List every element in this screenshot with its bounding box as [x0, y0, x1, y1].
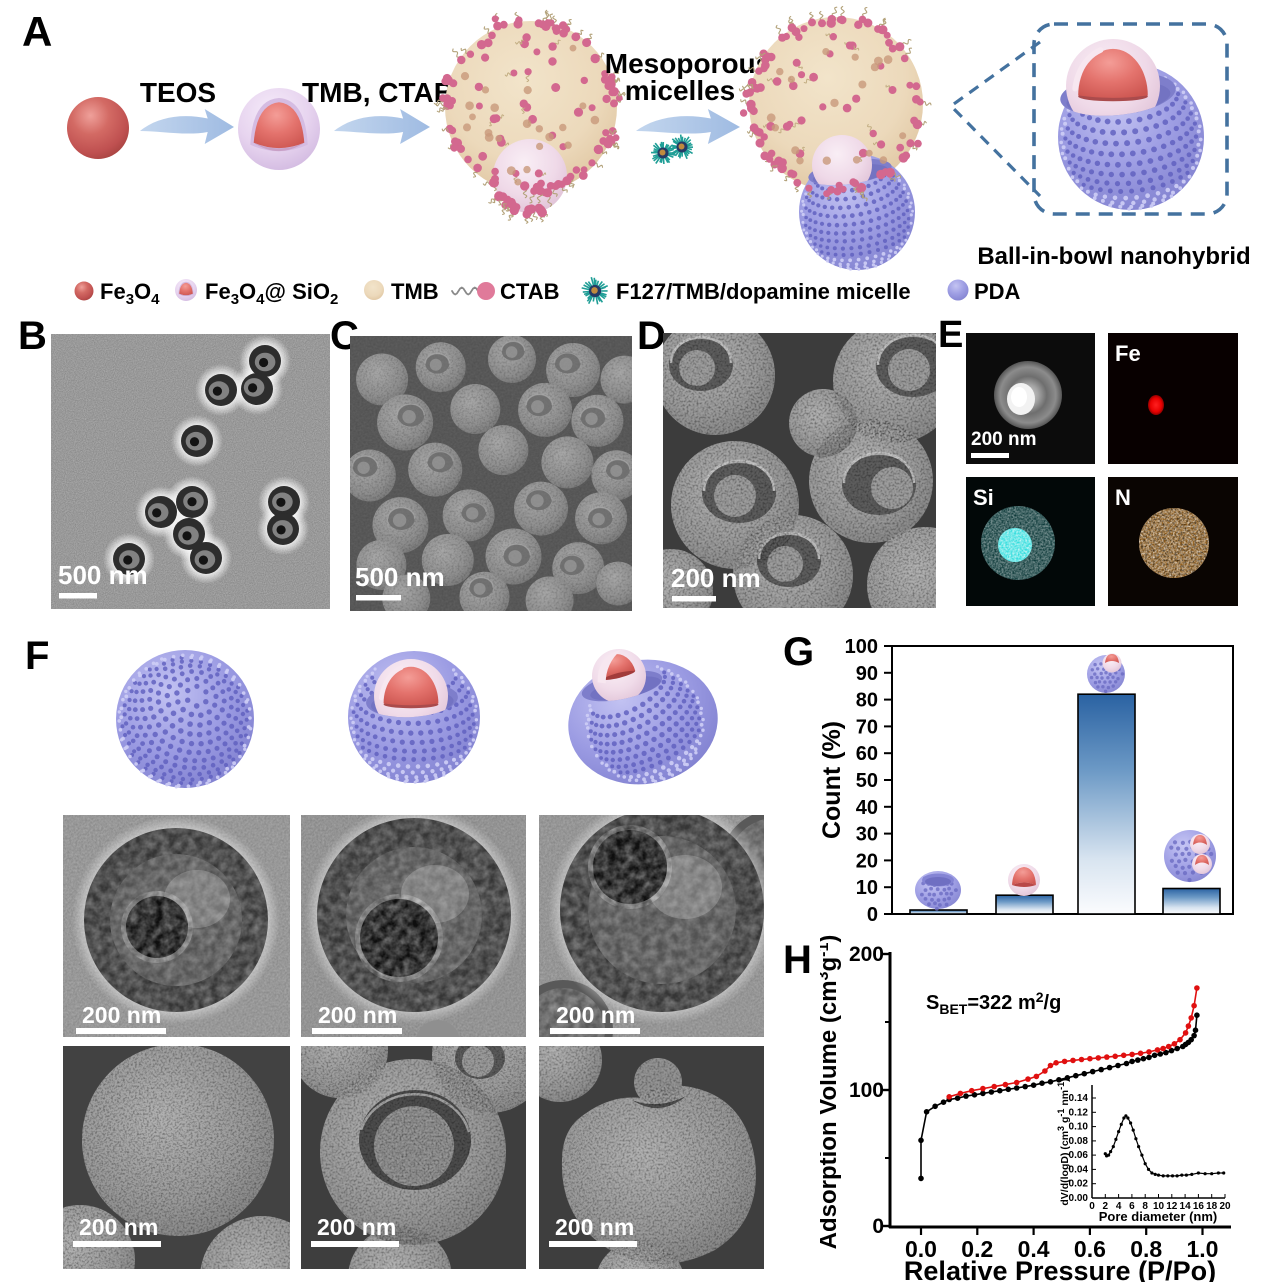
svg-text:0: 0 — [1089, 1201, 1095, 1212]
svg-text:0.14: 0.14 — [1069, 1093, 1089, 1104]
svg-text:90: 90 — [856, 663, 878, 685]
svg-text:TMB, CTAB: TMB, CTAB — [302, 77, 454, 108]
svg-text:10: 10 — [856, 877, 878, 899]
svg-text:Si: Si — [973, 485, 994, 510]
svg-text:Fe3O4: Fe3O4 — [100, 279, 160, 308]
svg-text:1.0: 1.0 — [1187, 1236, 1219, 1262]
svg-text:dV/d(logD) (cm3 g-1 nm-1): dV/d(logD) (cm3 g-1 nm-1) — [1056, 1078, 1071, 1205]
svg-text:Pore diameter (nm): Pore diameter (nm) — [1099, 1209, 1217, 1224]
svg-text:0.10: 0.10 — [1069, 1122, 1089, 1133]
svg-text:0.02: 0.02 — [1069, 1179, 1089, 1190]
svg-text:100: 100 — [849, 1079, 884, 1102]
svg-text:18: 18 — [1206, 1201, 1218, 1212]
svg-text:200 nm: 200 nm — [318, 1002, 397, 1028]
svg-text:0.00: 0.00 — [1069, 1193, 1089, 1204]
svg-text:40: 40 — [856, 797, 878, 819]
svg-text:F127/TMB/dopamine micelle: F127/TMB/dopamine micelle — [616, 279, 911, 304]
svg-text:80: 80 — [856, 690, 878, 712]
svg-text:20: 20 — [1219, 1201, 1231, 1212]
svg-text:0.04: 0.04 — [1069, 1164, 1089, 1175]
svg-text:2: 2 — [1103, 1201, 1109, 1212]
svg-text:Mesoporous: Mesoporous — [605, 48, 771, 79]
svg-text:Ball-in-bowl nanohybrid: Ball-in-bowl nanohybrid — [977, 243, 1250, 270]
svg-text:200 nm: 200 nm — [317, 1214, 396, 1240]
svg-text:200 nm: 200 nm — [971, 429, 1036, 450]
svg-text:0.06: 0.06 — [1069, 1150, 1089, 1161]
svg-text:30: 30 — [856, 824, 878, 846]
svg-text:200: 200 — [849, 943, 884, 966]
svg-text:0: 0 — [872, 1215, 884, 1238]
svg-text:200 nm: 200 nm — [556, 1002, 635, 1028]
svg-text:0.4: 0.4 — [1018, 1236, 1050, 1262]
svg-text:0.6: 0.6 — [1074, 1236, 1106, 1262]
svg-text:Relative Pressure (P/Po): Relative Pressure (P/Po) — [904, 1256, 1216, 1282]
svg-text:0.8: 0.8 — [1130, 1236, 1162, 1262]
svg-text:14: 14 — [1180, 1201, 1192, 1212]
svg-text:10: 10 — [1153, 1201, 1165, 1212]
svg-text:100: 100 — [845, 636, 878, 658]
svg-text:0.12: 0.12 — [1069, 1107, 1089, 1118]
svg-text:SBET=322 m2/g: SBET=322 m2/g — [926, 989, 1061, 1017]
svg-text:200 nm: 200 nm — [79, 1214, 158, 1240]
svg-text:0.0: 0.0 — [905, 1236, 937, 1262]
svg-text:200 nm: 200 nm — [555, 1214, 634, 1240]
svg-text:0: 0 — [867, 904, 878, 926]
svg-text:Fe3O4@ SiO2: Fe3O4@ SiO2 — [205, 279, 338, 308]
svg-text:TEOS: TEOS — [140, 77, 216, 108]
svg-text:PDA: PDA — [974, 279, 1021, 304]
svg-text:70: 70 — [856, 716, 878, 738]
svg-text:0.2: 0.2 — [961, 1236, 993, 1262]
svg-text:6: 6 — [1129, 1201, 1135, 1212]
svg-text:N: N — [1115, 485, 1131, 510]
svg-text:Fe: Fe — [1115, 341, 1141, 366]
svg-text:500 nm: 500 nm — [355, 562, 445, 592]
svg-text:200 nm: 200 nm — [82, 1002, 161, 1028]
svg-text:500 nm: 500 nm — [58, 560, 148, 590]
svg-text:12: 12 — [1166, 1201, 1178, 1212]
svg-text:20: 20 — [856, 850, 878, 872]
svg-text:TMB: TMB — [391, 279, 439, 304]
svg-text:50: 50 — [856, 770, 878, 792]
svg-text:8: 8 — [1142, 1201, 1148, 1212]
svg-text:16: 16 — [1193, 1201, 1205, 1212]
svg-text:0.08: 0.08 — [1069, 1136, 1089, 1147]
svg-text:60: 60 — [856, 743, 878, 765]
svg-text:200 nm: 200 nm — [671, 563, 761, 593]
svg-text:4: 4 — [1116, 1201, 1122, 1212]
svg-text:Count (%): Count (%) — [820, 721, 846, 839]
svg-text:micelles: micelles — [625, 75, 736, 106]
svg-text:CTAB: CTAB — [500, 279, 559, 304]
